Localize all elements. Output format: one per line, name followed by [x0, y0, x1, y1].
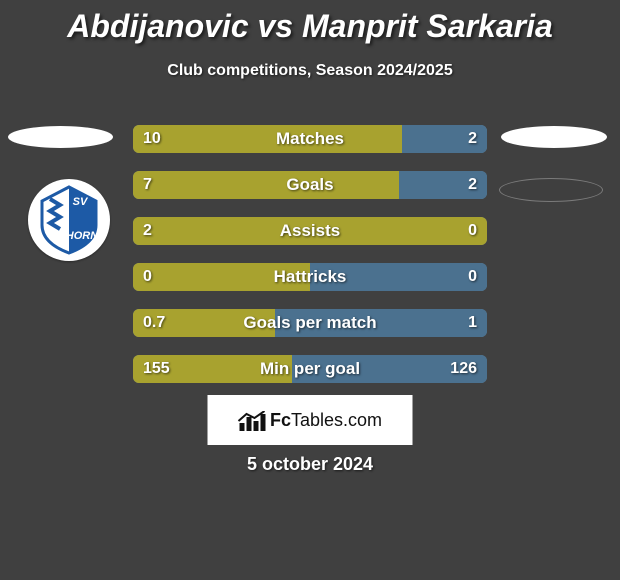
stat-row: Goals per match0.7 1: [133, 309, 487, 337]
stat-row: Hattricks0 0: [133, 263, 487, 291]
stat-label: Goals per match: [133, 309, 487, 337]
player-left-placeholder: [8, 126, 113, 148]
brand-chart-icon: [238, 409, 264, 431]
stat-row: Assists2 0: [133, 217, 487, 245]
stat-value-left: 10: [143, 125, 161, 153]
club-right-placeholder: [499, 178, 603, 202]
stat-value-right: 0: [468, 217, 477, 245]
brand-text: FcTables.com: [270, 410, 382, 431]
stat-row: Goals7 2: [133, 171, 487, 199]
stat-label: Assists: [133, 217, 487, 245]
player-right-placeholder: [501, 126, 607, 148]
stat-value-right: 1: [468, 309, 477, 337]
date: 5 october 2024: [0, 454, 620, 475]
stat-value-left: 0.7: [143, 309, 165, 337]
subtitle: Club competitions, Season 2024/2025: [0, 62, 620, 80]
stat-value-left: 7: [143, 171, 152, 199]
stat-value-right: 0: [468, 263, 477, 291]
stat-value-right: 2: [468, 171, 477, 199]
page-title: Abdijanovic vs Manprit Sarkaria: [0, 8, 620, 45]
comparison-bars: Matches102Goals72Assists20Hattricks00Goa…: [133, 125, 487, 401]
svg-text:SV: SV: [73, 196, 89, 208]
sv-horn-badge: SV HORN: [28, 179, 110, 261]
stat-value-right: 2: [468, 125, 477, 153]
club-left-logo: SV HORN: [28, 179, 110, 261]
stat-label: Min per goal: [133, 355, 487, 383]
stat-label: Goals: [133, 171, 487, 199]
stat-label: Hattricks: [133, 263, 487, 291]
stat-row: Min per goal155 126: [133, 355, 487, 383]
fctables-branding: FcTables.com: [208, 395, 413, 445]
stat-value-left: 0: [143, 263, 152, 291]
stat-row: Matches10 2: [133, 125, 487, 153]
stat-label: Matches: [133, 125, 487, 153]
svg-text:HORN: HORN: [66, 230, 99, 242]
stat-value-left: 155: [143, 355, 170, 383]
stat-value-right: 126: [450, 355, 477, 383]
stat-value-left: 2: [143, 217, 152, 245]
